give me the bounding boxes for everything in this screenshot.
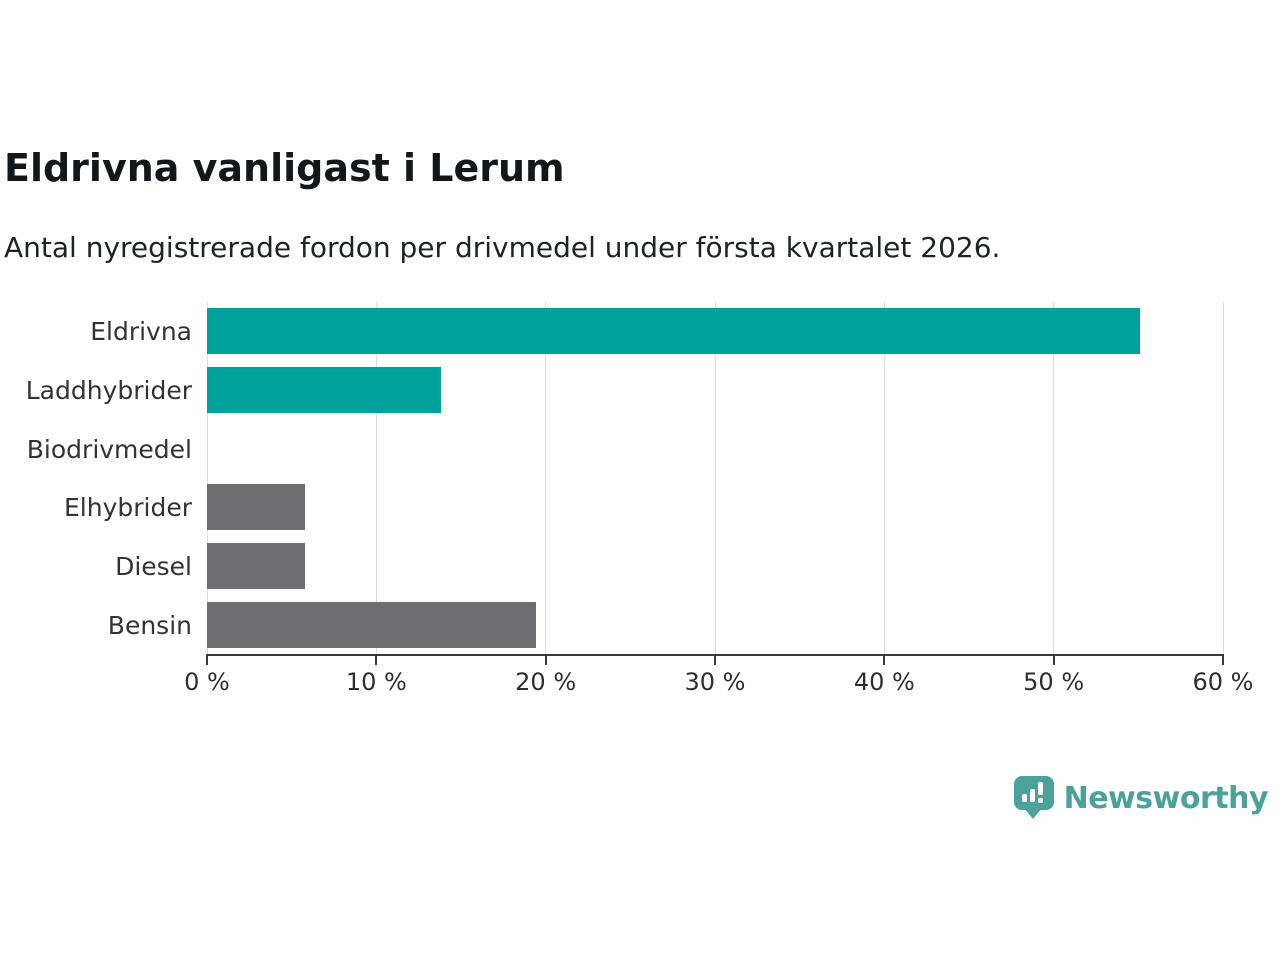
- bar-eldrivna: [207, 308, 1141, 355]
- x-tick: [206, 656, 208, 665]
- newsworthy-logo: Newsworthy: [1013, 776, 1269, 820]
- bar-chart-speech-bubble-icon: [1013, 776, 1054, 820]
- gridline: [1222, 302, 1224, 654]
- gridline: [375, 302, 377, 654]
- x-tick-label: 50 %: [1023, 668, 1085, 696]
- x-tick: [375, 656, 378, 665]
- bar-elhybrider: [207, 484, 306, 531]
- category-label: Diesel: [115, 552, 192, 581]
- x-tick-label: 20 %: [515, 668, 577, 696]
- category-label: Bensin: [107, 610, 192, 640]
- chart-subtitle: Antal nyregistrerade fordon per drivmede…: [4, 231, 1001, 264]
- category-label: Elhybrider: [63, 493, 192, 523]
- x-tick: [1052, 656, 1055, 665]
- x-tick-label: 0 %: [184, 668, 230, 696]
- brand-name: Newsworthy: [1063, 780, 1269, 816]
- x-tick-label: 10 %: [345, 668, 407, 696]
- category-label: Laddhybrider: [25, 376, 192, 405]
- x-tick: [883, 656, 886, 665]
- gridline: [206, 302, 208, 654]
- x-tick: [714, 656, 716, 665]
- chart-title: Eldrivna vanligast i Lerum: [4, 146, 565, 190]
- x-tick-label: 60 %: [1192, 668, 1254, 696]
- x-tick-label: 30 %: [684, 668, 746, 696]
- bar-bensin: [207, 601, 536, 648]
- x-axis-line: [206, 654, 1224, 656]
- category-label: Biodrivmedel: [26, 434, 192, 464]
- plot-area: [206, 302, 1224, 654]
- x-tick: [1222, 656, 1224, 665]
- x-tick: [544, 656, 547, 665]
- x-tick-label: 40 %: [853, 668, 915, 696]
- bar-laddhybrider: [207, 367, 441, 413]
- category-label: Eldrivna: [90, 317, 192, 347]
- bar-diesel: [207, 543, 306, 589]
- gridline: [883, 302, 885, 654]
- gridline: [714, 302, 716, 654]
- gridline: [545, 302, 547, 654]
- gridline: [1053, 302, 1055, 654]
